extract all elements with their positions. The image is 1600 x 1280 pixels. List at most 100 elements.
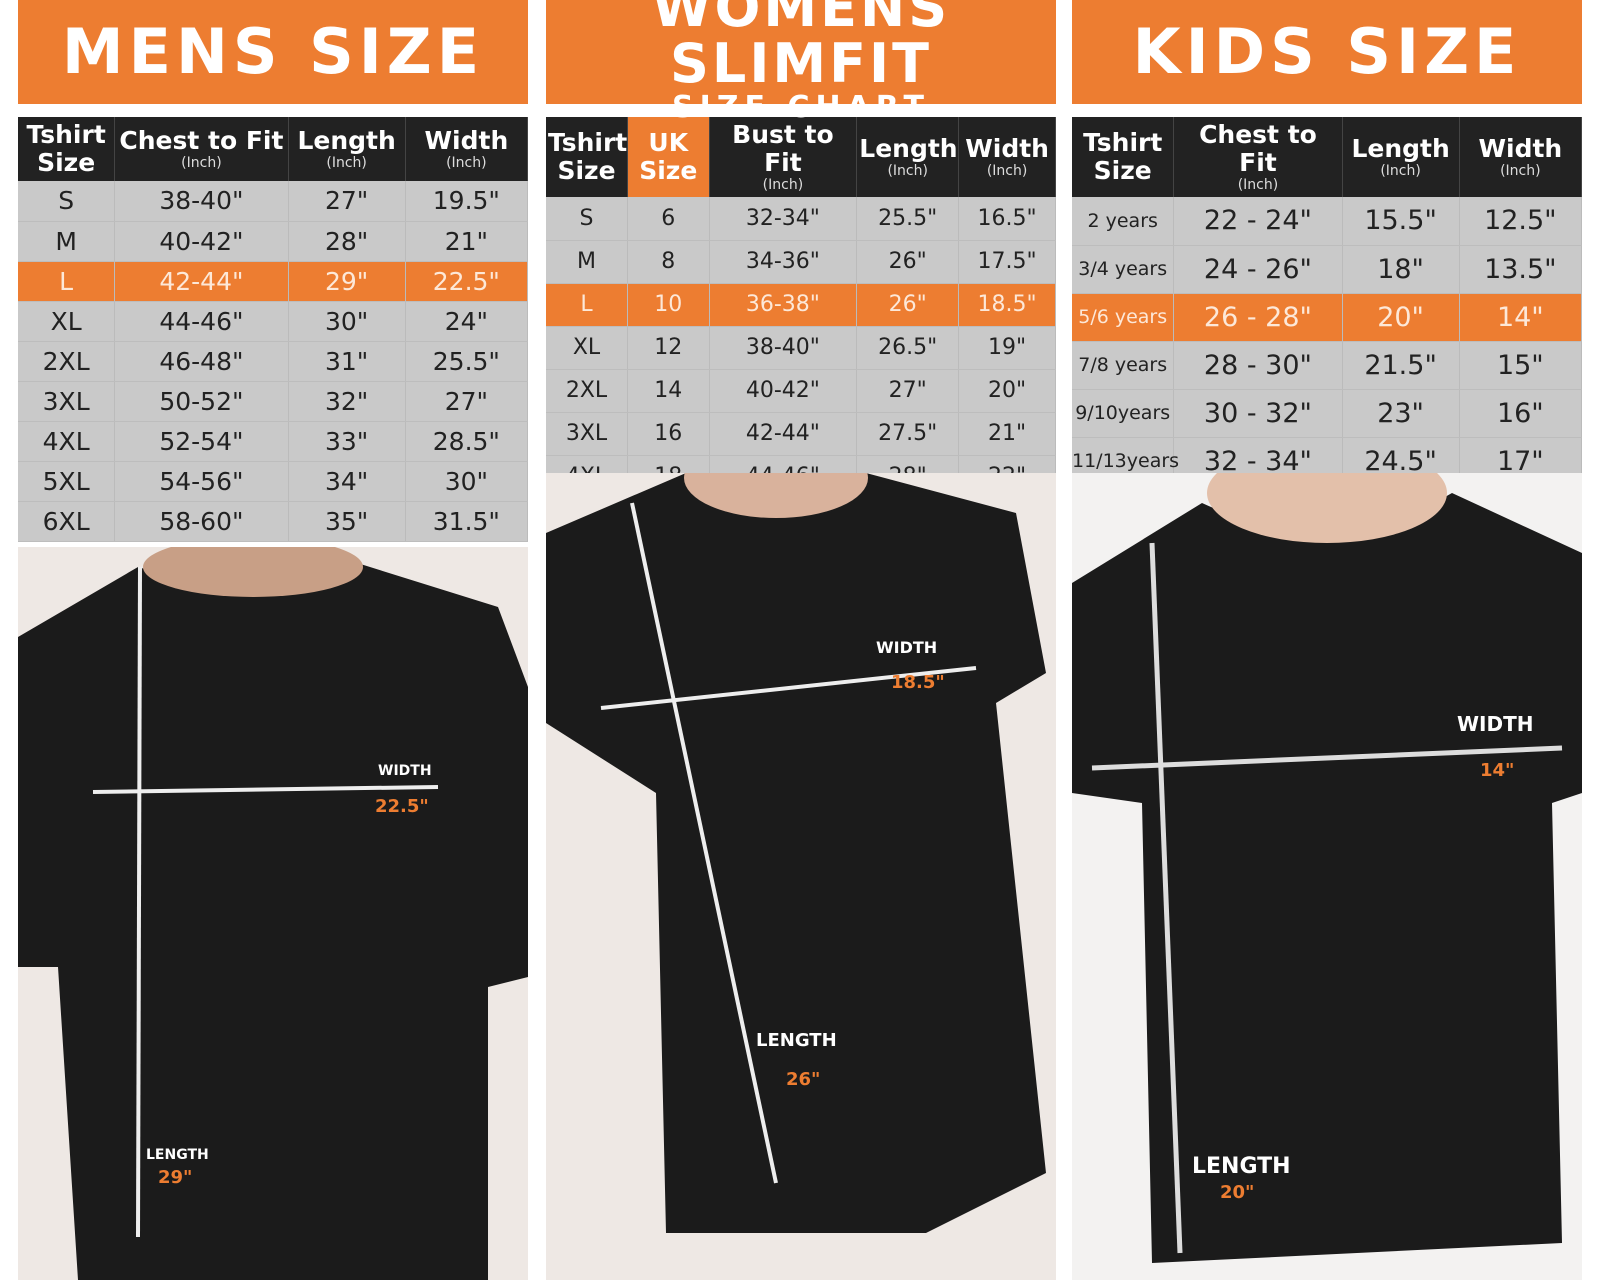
mens-width-label: WIDTH [378,763,432,779]
womens-title: WOMENS SLIMFIT [651,0,951,95]
table-cell: 12 [627,326,710,370]
table-cell: L [18,261,116,302]
table-cell: 2 years [1072,197,1175,246]
column-header-label: Chest to Fit [1199,120,1317,177]
column-header-unit: (Inch) [1380,163,1421,179]
table-cell: S [546,197,629,241]
table-cell: 26 - 28" [1173,293,1343,342]
mens-length-label: LENGTH [146,1147,209,1163]
table-cell: 27" [288,181,406,222]
womens-width-label: WIDTH [876,638,937,657]
table-cell: 26" [856,283,960,327]
table-cell: 29" [288,261,406,302]
table-cell: 10 [627,283,710,327]
table-cell: XL [18,301,116,342]
table-cell: 20" [958,369,1056,413]
table-cell: 35" [288,501,406,542]
table-row: M 40-42" 28" 21" [18,221,529,262]
table-cell: 32-34" [709,197,858,241]
table-cell: 3/4 years [1072,245,1175,294]
kids-length-line [1149,542,1183,1254]
table-row: 3XL 16 42-44" 27.5" 21" [546,412,1056,456]
table-cell: 31" [288,341,406,382]
table-cell: 8 [627,240,710,284]
womens-width-line [600,666,977,710]
table-row: 5/6 years 26 - 28" 20" 14" [1072,293,1583,342]
table-cell: 58-60" [114,501,289,542]
table-cell: 16.5" [958,197,1056,241]
table-row: XL 12 38-40" 26.5" 19" [546,326,1056,370]
table-cell: 2XL [18,341,116,382]
column-header-label: Chest to Fit [119,126,284,155]
column-header-label: Length [859,134,958,163]
table-cell: 18.5" [958,283,1056,327]
table-cell: 40-42" [709,369,858,413]
table-cell: 21" [958,412,1056,456]
table-cell: 13.5" [1459,245,1583,294]
kids-tshirt-photo: WIDTH 14" LENGTH 20" [1072,473,1582,1280]
table-row: 2 years 22 - 24" 15.5" 12.5" [1072,197,1583,246]
table-row: M 8 34-36" 26" 17.5" [546,240,1056,284]
table-cell: M [546,240,629,284]
column-header: Length (Inch) [1342,117,1460,197]
table-cell: 24" [405,301,529,342]
table-header-row: Tshirt Size Chest to Fit (Inch) Length (Inch… [1072,117,1583,197]
table-cell: 21" [405,221,529,262]
table-cell: 16 [627,412,710,456]
column-header-unit: (Inch) [887,163,928,179]
table-row: XL 44-46" 30" 24" [18,301,529,342]
column-header-unit: (Inch) [762,177,804,193]
table-cell: 33" [288,421,406,462]
mens-size-panel: MENS SIZE Tshirt Size Chest to Fit (Inch) L… [18,0,529,1280]
table-row: 9/10years 30 - 32" 23" 16" [1072,389,1583,438]
table-cell: 38-40" [114,181,289,222]
table-row: L 10 36-38" 26" 18.5" [546,283,1056,327]
table-header-row: Tshirt Size Chest to Fit (Inch) Length (Inch… [18,117,529,181]
kids-tshirt-shape [1072,493,1582,1263]
table-cell: 27.5" [856,412,960,456]
kids-width-value: 14" [1480,760,1514,781]
table-cell: 42-44" [709,412,858,456]
womens-subtitle: SIZE CHART [671,90,931,125]
table-row: 7/8 years 28 - 30" 21.5" 15" [1072,341,1583,390]
kids-width-label: WIDTH [1457,712,1533,736]
table-cell: 25.5" [856,197,960,241]
table-cell: 50-52" [114,381,289,422]
table-cell: 32" [288,381,406,422]
column-header: Length (Inch) [856,117,960,197]
table-row: L 42-44" 29" 22.5" [18,261,529,302]
table-header-row: Tshirt Size UK Size Bust to Fit (Inch) Lengt… [546,117,1056,197]
table-cell: 26" [856,240,960,284]
table-row: 2XL 14 40-42" 27" 20" [546,369,1056,413]
table-row: 4XL 52-54" 33" 28.5" [18,421,529,462]
mens-length-line [136,566,142,1238]
table-cell: 4XL [18,421,116,462]
column-header: Tshirt Size [546,117,629,197]
table-cell: 3XL [18,381,116,422]
column-header-label: Tshirt Size [26,120,106,177]
column-header-label: Width [424,126,509,155]
womens-size-panel: WOMENS SLIMFIT SIZE CHART Tshirt Size UK … [546,0,1056,1280]
table-cell: 54-56" [114,461,289,502]
kids-length-value: 20" [1220,1182,1254,1203]
table-cell: 19.5" [405,181,529,222]
table-cell: 16" [1459,389,1583,438]
table-cell: 52-54" [114,421,289,462]
table-cell: 9/10years [1072,389,1175,438]
table-cell: 27" [405,381,529,422]
mens-size-table: Tshirt Size Chest to Fit (Inch) Length (Inch… [18,117,529,542]
table-cell: 7/8 years [1072,341,1175,390]
column-header: UK Size [627,117,710,197]
mens-title: MENS SIZE [61,15,485,88]
column-header: Width (Inch) [1459,117,1583,197]
column-header-label: Length [297,126,396,155]
table-row: 2XL 46-48" 31" 25.5" [18,341,529,382]
table-cell: 15" [1459,341,1583,390]
table-cell: 3XL [546,412,629,456]
column-header: Chest to Fit (Inch) [114,117,289,181]
table-cell: 2XL [546,369,629,413]
table-cell: 18" [1342,245,1460,294]
column-header-unit: (Inch) [1237,177,1279,193]
table-row: 3XL 50-52" 32" 27" [18,381,529,422]
table-cell: 22.5" [405,261,529,302]
